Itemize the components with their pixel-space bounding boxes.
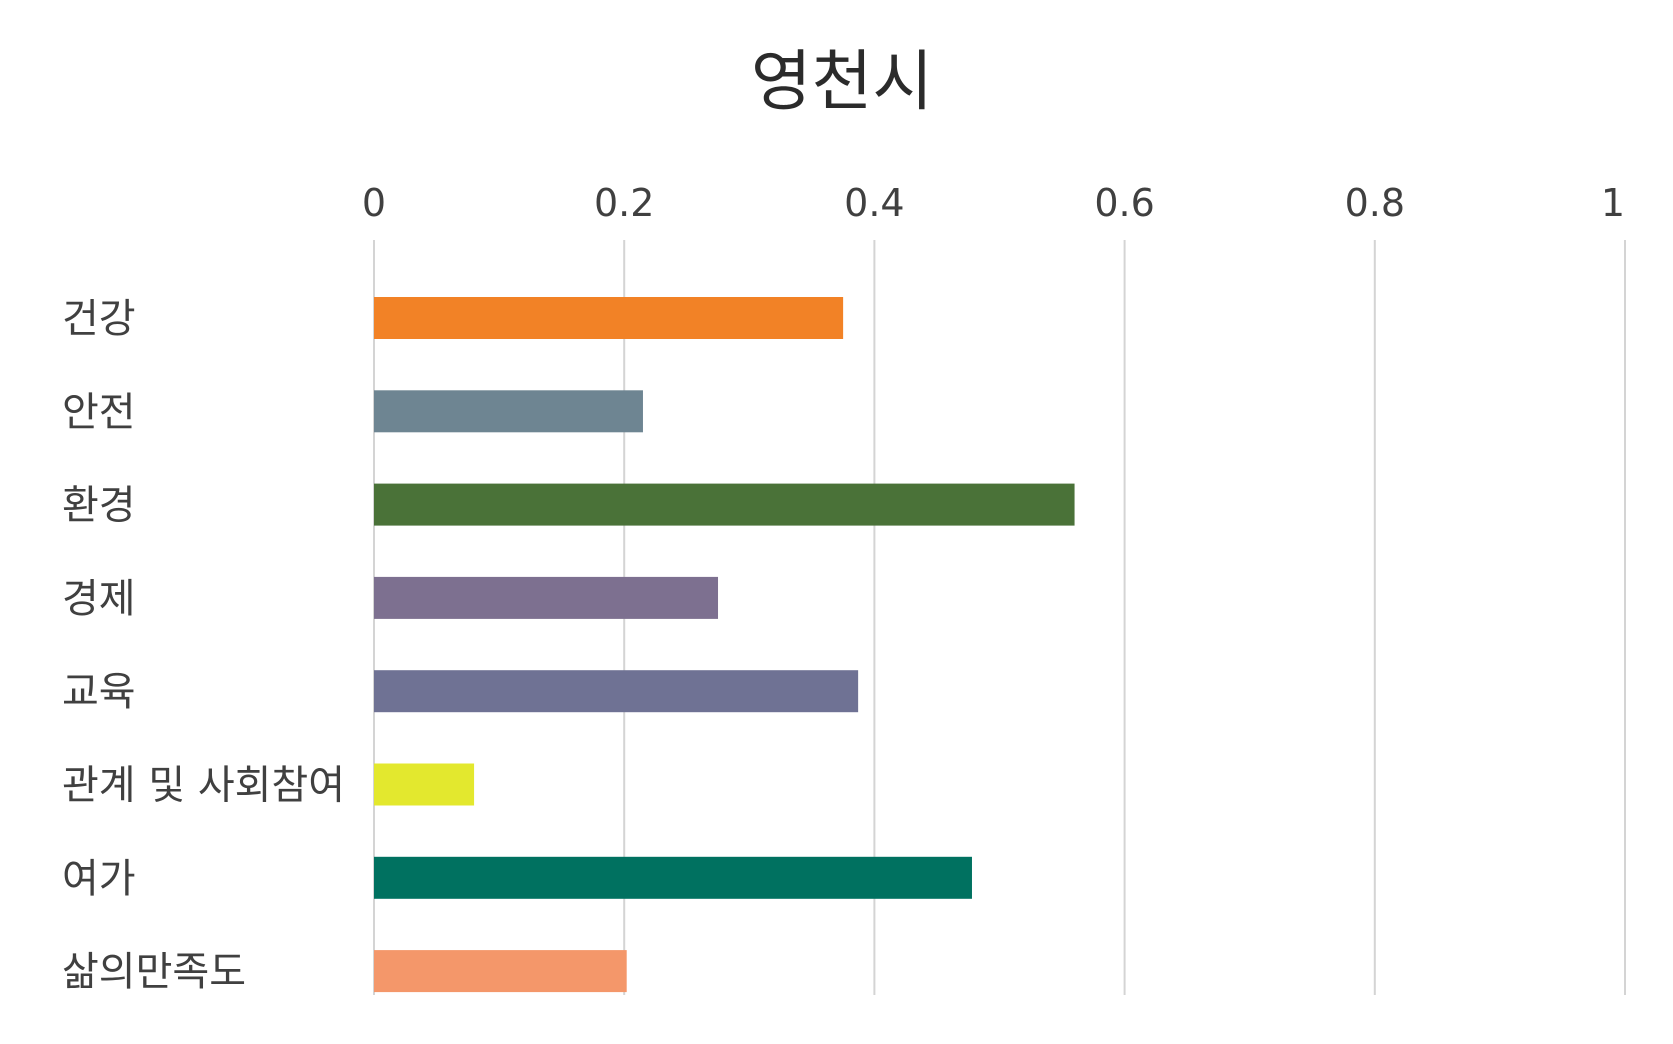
bar [374, 670, 859, 713]
bar [374, 297, 844, 339]
bar [374, 576, 719, 619]
x-axis-ticks: 0 0.2 0.4 0.6 0.8 1 [362, 181, 1625, 225]
category-label: 여가 [62, 856, 136, 902]
bar [374, 390, 643, 433]
category-label: 경제 [62, 576, 136, 622]
x-tick-label: 0 [362, 181, 386, 225]
category-label: 삶의만족도 [62, 949, 246, 995]
bar [374, 856, 972, 899]
category-label: 안전 [62, 389, 136, 435]
x-tick-label: 0.4 [844, 181, 904, 225]
category-label: 관계 및 사회참여 [62, 763, 345, 809]
x-tick-label: 0.2 [594, 181, 654, 225]
bar [374, 483, 1075, 526]
x-tick-label: 0.8 [1345, 181, 1405, 225]
bars [374, 297, 1075, 993]
category-label: 건강 [62, 296, 136, 342]
category-label: 환경 [62, 483, 136, 529]
chart-title: 영천시 [751, 43, 933, 120]
category-label: 교육 [62, 669, 136, 715]
x-tick-label: 1 [1601, 181, 1625, 225]
x-tick-label: 0.6 [1094, 181, 1154, 225]
bar [374, 950, 627, 993]
bar [374, 763, 475, 806]
